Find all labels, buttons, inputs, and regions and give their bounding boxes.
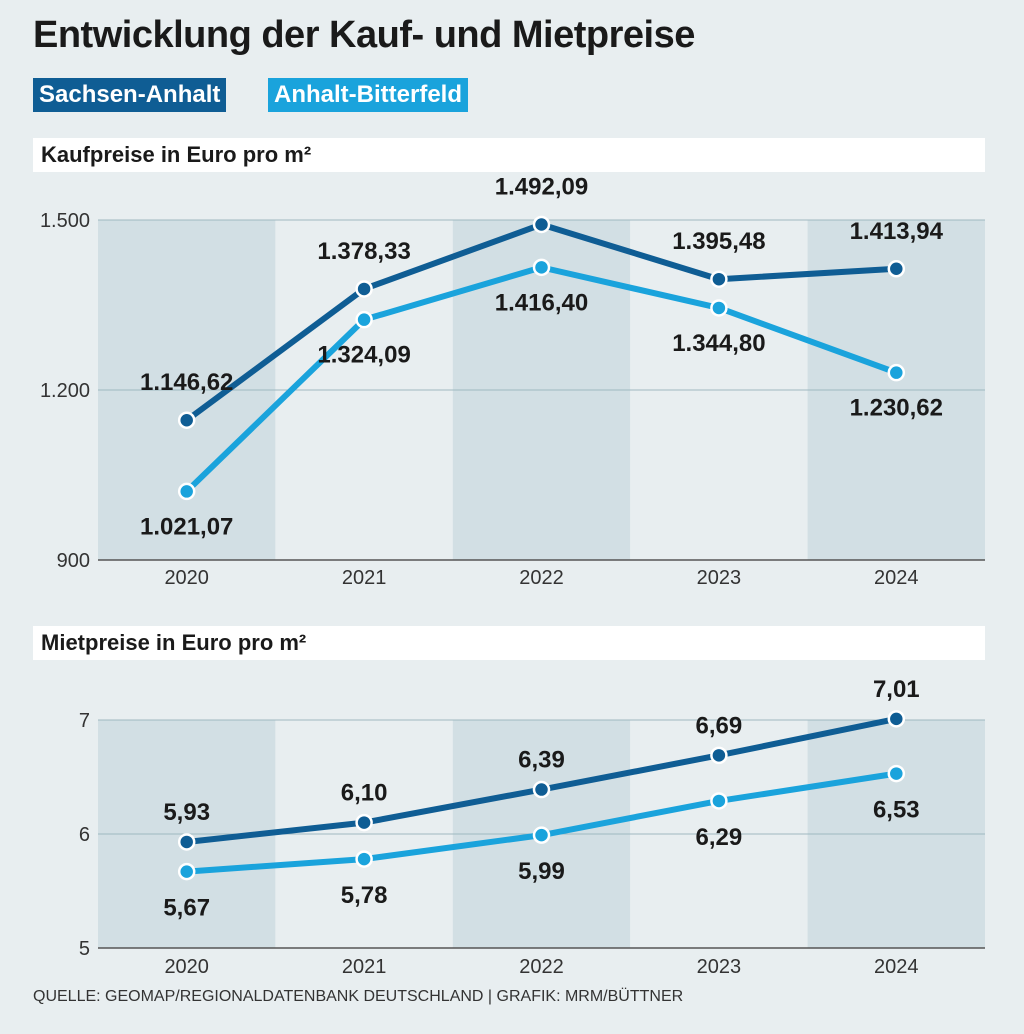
data-label-anhalt-bitterfeld: 6,53 (873, 797, 920, 824)
data-point-sachsen-anhalt (532, 215, 551, 234)
data-point-anhalt-bitterfeld (532, 826, 551, 844)
data-point-anhalt-bitterfeld (355, 310, 373, 329)
data-point-anhalt-bitterfeld (355, 850, 373, 868)
x-tick-label: 2020 (164, 956, 209, 978)
data-label-sachsen-anhalt: 1.146,62 (140, 369, 233, 396)
data-label-anhalt-bitterfeld: 1.324,09 (317, 342, 410, 369)
data-label-anhalt-bitterfeld: 1.416,40 (495, 289, 588, 316)
data-point-anhalt-bitterfeld (177, 862, 196, 881)
y-tick-label: 6 (79, 824, 90, 846)
data-label-anhalt-bitterfeld: 5,99 (518, 858, 565, 885)
data-point-sachsen-anhalt (177, 411, 196, 429)
data-label-anhalt-bitterfeld: 1.021,07 (140, 513, 233, 540)
data-point-anhalt-bitterfeld (887, 764, 906, 783)
x-tick-label: 2021 (342, 567, 387, 589)
data-label-anhalt-bitterfeld: 5,78 (341, 882, 388, 909)
x-tick-label: 2022 (519, 567, 564, 589)
data-label-sachsen-anhalt: 6,10 (341, 780, 388, 807)
x-tick-label: 2022 (519, 956, 564, 978)
data-point-sachsen-anhalt (710, 270, 728, 288)
data-point-anhalt-bitterfeld (710, 792, 728, 810)
data-point-anhalt-bitterfeld (177, 482, 196, 501)
x-tick-label: 2024 (874, 567, 919, 589)
data-label-sachsen-anhalt: 6,39 (518, 747, 565, 774)
data-point-sachsen-anhalt (355, 813, 373, 832)
mietpreise-panel-title: Mietpreise in Euro pro m² (33, 626, 985, 660)
chart-title: Entwicklung der Kauf- und Mietpreise (33, 14, 695, 56)
data-label-anhalt-bitterfeld: 1.344,80 (672, 330, 765, 357)
legend-item-anhalt-bitterfeld: Anhalt-Bitterfeld (268, 78, 468, 112)
x-tick-label: 2023 (697, 567, 742, 589)
data-point-sachsen-anhalt (887, 710, 906, 728)
data-label-sachsen-anhalt: 5,93 (163, 799, 210, 826)
data-label-sachsen-anhalt: 1.378,33 (317, 238, 410, 265)
data-point-anhalt-bitterfeld (887, 363, 906, 382)
data-point-sachsen-anhalt (177, 833, 196, 851)
data-point-sachsen-anhalt (355, 280, 373, 298)
x-tick-label: 2020 (164, 567, 209, 589)
y-tick-label: 1.500 (40, 210, 90, 232)
data-label-sachsen-anhalt: 6,69 (696, 712, 743, 739)
data-label-anhalt-bitterfeld: 1.230,62 (850, 395, 943, 422)
y-tick-label: 900 (57, 550, 90, 572)
data-point-sachsen-anhalt (710, 746, 728, 765)
legend-item-sachsen-anhalt: Sachsen-Anhalt (33, 78, 227, 112)
y-tick-label: 1.200 (40, 380, 90, 402)
kaufpreise-chart: 900 1.200 1.500 2020 2021 2022 2023 2024 1.146,6… (40, 173, 985, 589)
x-tick-label: 2023 (697, 956, 742, 978)
data-label-sachsen-anhalt: 1.492,09 (495, 173, 588, 200)
x-tick-label: 2024 (874, 956, 919, 978)
data-label-anhalt-bitterfeld: 5,67 (163, 895, 210, 922)
y-tick-label: 5 (79, 938, 90, 960)
x-tick-label: 2021 (342, 956, 387, 978)
data-point-anhalt-bitterfeld (710, 299, 728, 317)
y-tick-label: 7 (79, 710, 90, 732)
source-note: QUELLE: GEOMAP/REGIONALDATENBANK DEUTSCH… (33, 988, 684, 1005)
data-point-anhalt-bitterfeld (532, 258, 551, 277)
data-label-sachsen-anhalt: 1.413,94 (850, 218, 944, 245)
data-label-sachsen-anhalt: 7,01 (873, 676, 920, 703)
data-label-anhalt-bitterfeld: 6,29 (696, 824, 743, 851)
mietpreise-chart: 5 6 7 2020 2021 2022 2023 2024 5,93 6,10 6,39 6,69 7… (79, 676, 985, 978)
data-point-sachsen-anhalt (887, 260, 906, 278)
kaufpreise-panel-title: Kaufpreise in Euro pro m² (33, 138, 985, 172)
data-label-sachsen-anhalt: 1.395,48 (672, 228, 765, 255)
data-point-sachsen-anhalt (532, 780, 551, 799)
